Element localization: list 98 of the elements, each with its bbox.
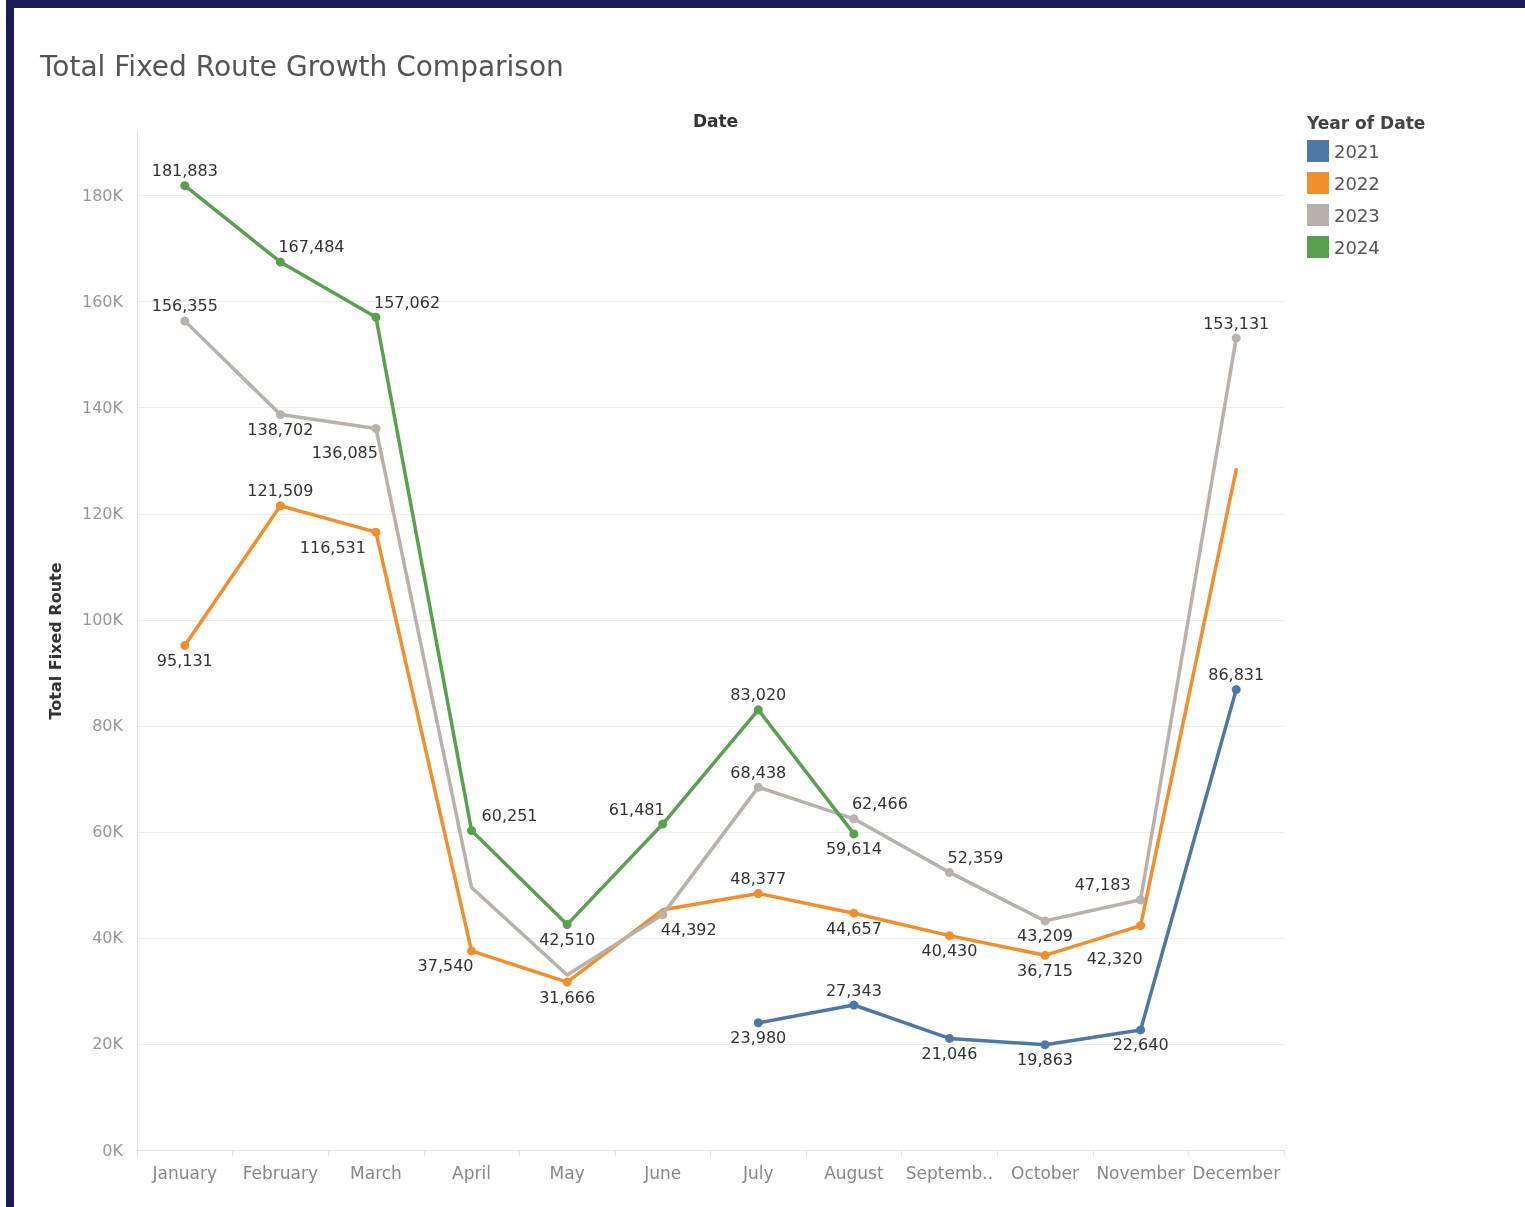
- data-label: 40,430: [921, 941, 978, 961]
- data-label: 47,183: [1074, 875, 1131, 895]
- data-label: 116,531: [299, 537, 366, 557]
- data-label: 153,131: [1203, 313, 1270, 333]
- y-tick-label: 180K: [81, 186, 124, 206]
- point: [1231, 685, 1241, 695]
- point: [1040, 1040, 1050, 1050]
- y-tick-label: 40K: [92, 928, 124, 948]
- point: [371, 527, 381, 537]
- data-label: 59,614: [825, 839, 882, 859]
- y-tick-label: 60K: [92, 822, 124, 842]
- data-label: 52,359: [947, 847, 1004, 867]
- data-label: 95,131: [156, 651, 213, 671]
- point: [944, 867, 954, 877]
- data-label: 42,510: [539, 930, 596, 950]
- x-tick-label: March: [350, 1162, 402, 1183]
- x-tick-label: November: [1096, 1162, 1185, 1183]
- data-label: 48,377: [730, 869, 787, 888]
- data-label: 19,863: [1017, 1050, 1074, 1070]
- legend-label: 2023: [1334, 204, 1380, 226]
- point: [1136, 921, 1146, 931]
- point: [849, 908, 859, 918]
- x-tick-label: Septemb..: [905, 1162, 994, 1183]
- legend-label: 2024: [1334, 236, 1380, 258]
- x-axis-title: Date: [692, 110, 739, 131]
- x-tick-label: December: [1192, 1162, 1281, 1183]
- point: [944, 1033, 954, 1043]
- point: [371, 423, 381, 433]
- point: [849, 1000, 859, 1010]
- data-label: 37,540: [417, 956, 474, 976]
- data-label: 156,355: [151, 296, 218, 316]
- x-tick-label: October: [1011, 1162, 1080, 1183]
- x-tick-label: January: [151, 1162, 218, 1183]
- y-tick-label: 80K: [92, 716, 124, 736]
- point: [275, 410, 285, 420]
- legend-title: Year of Date: [1306, 112, 1426, 133]
- data-label: 181,883: [151, 161, 218, 181]
- point: [1136, 895, 1146, 905]
- point: [371, 312, 381, 322]
- point: [180, 181, 190, 191]
- data-label: 31,666: [539, 987, 596, 1007]
- legend-label: 2022: [1334, 172, 1380, 194]
- data-label: 62,466: [851, 794, 908, 814]
- y-tick-label: 0K: [102, 1140, 124, 1160]
- x-tick-label: February: [242, 1162, 319, 1183]
- point: [562, 920, 572, 930]
- x-tick-label: August: [824, 1162, 884, 1183]
- data-label: 167,484: [278, 237, 345, 257]
- point: [753, 782, 763, 792]
- data-label: 157,062: [373, 292, 441, 312]
- data-label: 22,640: [1112, 1035, 1169, 1055]
- point: [753, 889, 763, 898]
- point: [1040, 950, 1050, 960]
- y-tick-label: 160K: [81, 292, 124, 312]
- point: [467, 946, 477, 956]
- x-tick-label: May: [549, 1162, 585, 1183]
- point: [1136, 1025, 1146, 1035]
- point: [180, 641, 190, 651]
- data-label: 43,209: [1017, 926, 1074, 946]
- legend-label: 2021: [1334, 140, 1380, 162]
- point: [1040, 916, 1050, 926]
- point: [275, 257, 285, 267]
- data-label: 121,509: [247, 481, 314, 501]
- point: [849, 829, 859, 839]
- data-label: 68,438: [730, 762, 787, 782]
- y-tick-label: 120K: [81, 504, 124, 524]
- data-label: 42,320: [1086, 949, 1143, 969]
- data-label: 60,251: [481, 806, 538, 826]
- x-tick-label: April: [452, 1162, 491, 1183]
- y-tick-label: 140K: [81, 398, 124, 418]
- point: [944, 931, 954, 941]
- data-label: 44,392: [660, 920, 717, 940]
- x-tick-label: June: [643, 1162, 682, 1183]
- y-tick-label: 100K: [81, 610, 124, 630]
- point: [753, 1018, 763, 1028]
- data-label: 138,702: [247, 420, 314, 440]
- point: [1231, 333, 1241, 343]
- data-label: 23,980: [730, 1028, 787, 1048]
- y-tick-label: 20K: [92, 1034, 124, 1054]
- point: [849, 814, 859, 824]
- point: [562, 977, 572, 987]
- data-label: 86,831: [1208, 665, 1265, 685]
- point: [658, 819, 668, 829]
- y-axis-title: Total Fixed Route: [45, 562, 65, 720]
- data-label: 61,481: [608, 799, 665, 819]
- data-label: 136,085: [311, 442, 378, 462]
- data-label: 27,343: [825, 980, 882, 1000]
- point: [467, 826, 477, 836]
- data-label: 44,657: [825, 918, 882, 938]
- point: [275, 501, 285, 511]
- point: [753, 705, 763, 715]
- data-label: 36,715: [1017, 960, 1074, 980]
- chart-title: Total Fixed Route Growth Comparison: [39, 49, 564, 83]
- data-label: 21,046: [921, 1043, 978, 1063]
- x-tick-label: July: [742, 1162, 774, 1183]
- point: [180, 316, 190, 326]
- point: [658, 910, 668, 920]
- data-label: 83,020: [730, 685, 787, 705]
